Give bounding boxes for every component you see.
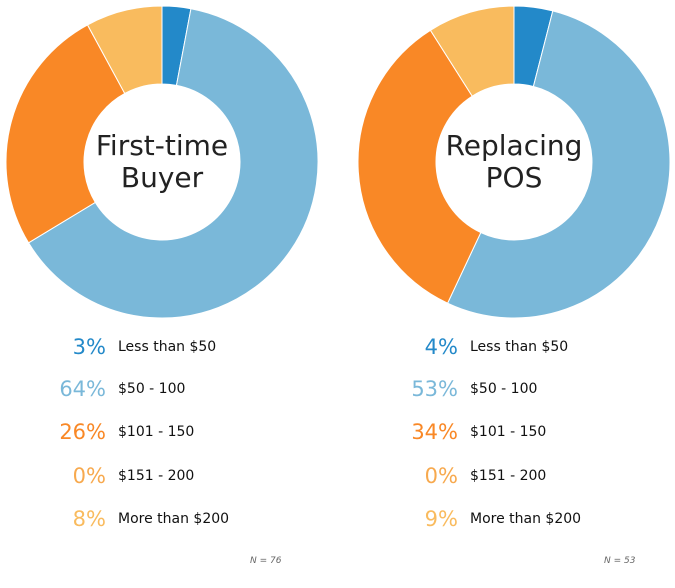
donut-center-label: Replacing POS: [436, 84, 592, 240]
legend-row: 53% $50 - 100: [352, 372, 672, 406]
donut-hole: [436, 84, 592, 240]
legend-row: 8% More than $200: [0, 502, 320, 536]
data-label: 8%: [72, 507, 106, 531]
data-label: 34%: [411, 420, 458, 444]
chart-title-line-1: First-time: [95, 128, 229, 162]
sample-size-note: N = 76: [250, 556, 282, 566]
data-label: 53%: [411, 377, 458, 401]
chart-panel-first-time-buyer: First-time Buyer 3% Less than $50 64% $50 -…: [0, 5, 320, 566]
donut-chart: [357, 5, 671, 319]
legend-row: 0% $151 - 200: [352, 459, 672, 493]
data-label: 0%: [424, 464, 458, 488]
data-label: 26%: [59, 420, 106, 444]
legend-label: $50 - 100: [470, 381, 538, 397]
chart-title-line-2: Buyer: [120, 161, 204, 194]
sample-size-note: N = 53: [604, 556, 636, 566]
legend-row: 9% More than $200: [352, 502, 672, 536]
data-label: 64%: [59, 377, 106, 401]
chart-panel-replacing-pos: Replacing POS 4% Less than $50 53% $50 - 10…: [352, 0, 675, 588]
data-label: 4%: [424, 335, 458, 359]
chart-title-line-1: Replacing: [445, 128, 583, 162]
legend-label: More than $200: [470, 511, 582, 527]
data-label: 0%: [72, 464, 106, 488]
legend-label: $50 - 100: [118, 381, 186, 397]
data-label: 9%: [424, 507, 458, 531]
legend-label: $101 - 150: [470, 424, 547, 440]
legend-label: $151 - 200: [118, 468, 195, 484]
legend-label: Less than $50: [470, 339, 569, 355]
data-label: 3%: [72, 335, 106, 359]
chart-title-line-2: POS: [485, 161, 543, 194]
legend-row: 34% $101 - 150: [352, 415, 672, 449]
legend-row: 0% $151 - 200: [0, 459, 320, 493]
legend-label: $101 - 150: [118, 424, 195, 440]
legend-label: More than $200: [118, 511, 230, 527]
donut-chart: [5, 5, 319, 319]
donut-hole: [84, 84, 240, 240]
donut-center-label: First-time Buyer: [84, 84, 240, 240]
legend-row: 26% $101 - 150: [0, 415, 320, 449]
legend-row: 4% Less than $50: [352, 330, 672, 364]
legend-label: Less than $50: [118, 339, 217, 355]
legend-label: $151 - 200: [470, 468, 547, 484]
legend-row: 3% Less than $50: [0, 330, 320, 364]
legend-row: 64% $50 - 100: [0, 372, 320, 406]
